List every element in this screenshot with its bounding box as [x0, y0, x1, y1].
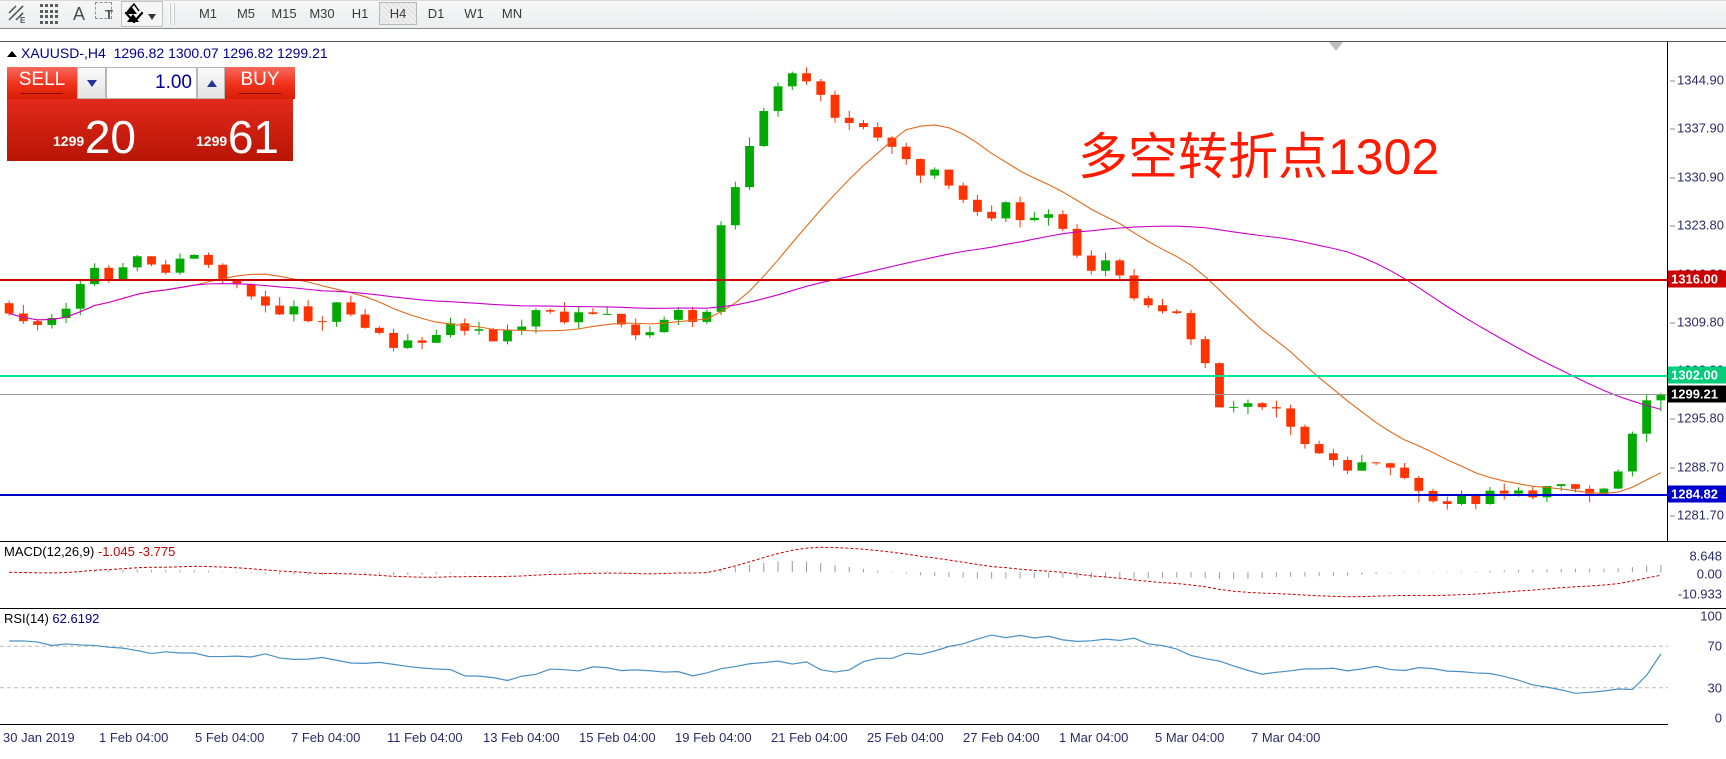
svg-text:E: E [20, 16, 26, 25]
